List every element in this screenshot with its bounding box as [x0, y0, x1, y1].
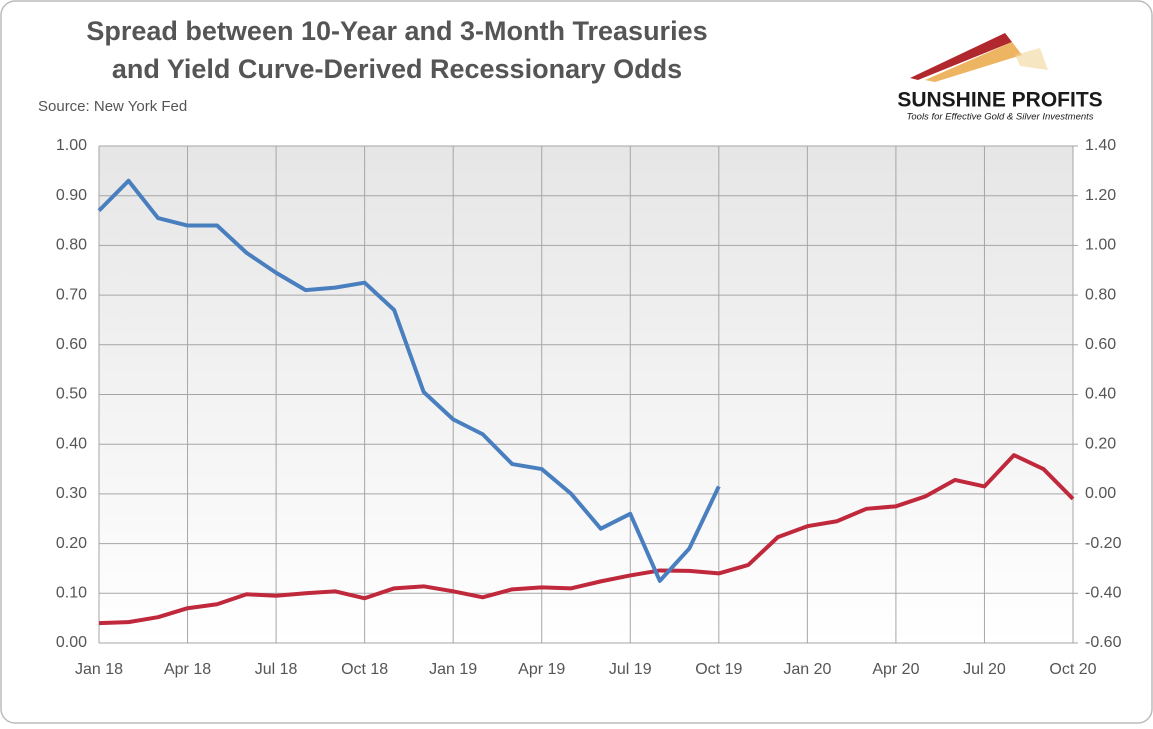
x-tick-label: Jan 20 — [783, 661, 831, 678]
x-tick-label: Jan 19 — [429, 661, 477, 678]
y-tick-label: 0.30 — [56, 485, 87, 502]
y-tick-label: 0.80 — [56, 237, 87, 254]
y-tick-label: 0.20 — [56, 535, 87, 552]
series-line — [98, 453, 1075, 626]
chart-title: Spread between 10-Year and 3-Month Treas… — [86, 16, 707, 46]
logo-swoosh — [910, 33, 1012, 80]
logo-swoosh — [925, 42, 1022, 82]
y2-tick-label: 0.00 — [1085, 485, 1116, 502]
y2-tick-label: 1.40 — [1085, 137, 1116, 154]
chart-title: and Yield Curve-Derived Recessionary Odd… — [112, 54, 682, 84]
y2-tick-label: -0.20 — [1085, 535, 1122, 552]
y-tick-label: 0.70 — [56, 286, 87, 303]
y2-tick-label: -0.40 — [1085, 585, 1122, 602]
y-tick-label: 0.60 — [56, 336, 87, 353]
x-tick-label: Jul 18 — [255, 661, 298, 678]
y-tick-label: 1.00 — [56, 137, 87, 154]
series-line — [97, 178, 721, 583]
y2-tick-label: 0.80 — [1085, 286, 1116, 303]
x-tick-label: Jul 19 — [609, 661, 652, 678]
y2-tick-label: 0.60 — [1085, 336, 1116, 353]
logo-swoosh — [1015, 48, 1048, 70]
y-tick-label: 0.90 — [56, 187, 87, 204]
y2-tick-label: 1.00 — [1085, 237, 1116, 254]
y2-tick-label: 1.20 — [1085, 187, 1116, 204]
y2-tick-label: 0.20 — [1085, 435, 1116, 452]
y-tick-label: 0.50 — [56, 386, 87, 403]
logo-tagline: Tools for Effective Gold & Silver Invest… — [906, 112, 1093, 123]
logo: SUNSHINE PROFITS Tools for Effective Gol… — [897, 33, 1103, 123]
y2-tick-label: -0.60 — [1085, 634, 1122, 651]
x-tick-label: Oct 19 — [695, 661, 742, 678]
logo-name: SUNSHINE PROFITS — [897, 89, 1102, 112]
x-tick-label: Jul 20 — [963, 661, 1006, 678]
x-tick-label: Apr 20 — [872, 661, 919, 678]
y-tick-label: 0.00 — [56, 634, 87, 651]
x-tick-label: Apr 18 — [164, 661, 211, 678]
x-tick-label: Oct 20 — [1049, 661, 1096, 678]
x-tick-label: Jan 18 — [75, 661, 123, 678]
y-tick-label: 0.40 — [56, 435, 87, 452]
source: Source: New York Fed — [38, 98, 187, 115]
y2-tick-label: 0.40 — [1085, 386, 1116, 403]
y-tick-label: 0.10 — [56, 585, 87, 602]
x-tick-label: Apr 19 — [518, 661, 565, 678]
x-tick-label: Oct 18 — [341, 661, 388, 678]
